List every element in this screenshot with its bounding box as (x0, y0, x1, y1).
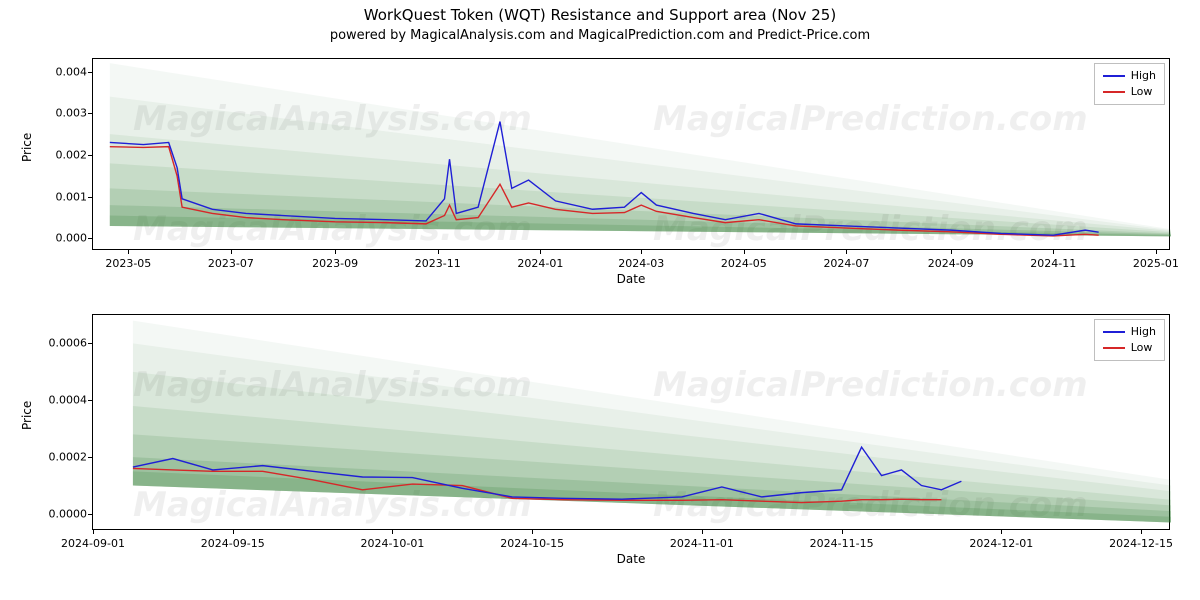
x-tick-label: 2024-11 (1030, 257, 1076, 270)
y-axis-label: Price (20, 416, 34, 430)
x-tick-label: 2024-11-15 (810, 537, 874, 550)
legend-swatch-high (1103, 331, 1125, 333)
y-tick-label: 0.0000 (49, 507, 88, 520)
x-tick-label: 2023-07 (208, 257, 254, 270)
x-tick-label: 2024-09-01 (61, 537, 125, 550)
x-tick-label: 2024-12-15 (1109, 537, 1173, 550)
x-tick-label: 2024-05 (721, 257, 767, 270)
x-axis-label: Date (92, 552, 1170, 566)
legend-label: Low (1131, 340, 1153, 356)
y-tick-label: 0.004 (56, 65, 88, 78)
y-tick-label: 0.0004 (49, 394, 88, 407)
legend-swatch-low (1103, 91, 1125, 93)
price-chart-zoom: MagicalAnalysis.com MagicalPrediction.co… (92, 314, 1170, 530)
y-tick-label: 0.0006 (49, 337, 88, 350)
price-chart-full: MagicalAnalysis.com MagicalPrediction.co… (92, 58, 1170, 250)
x-tick-label: 2023-09 (312, 257, 358, 270)
chart-title: WorkQuest Token (WQT) Resistance and Sup… (0, 0, 1200, 24)
chart-subtitle: powered by MagicalAnalysis.com and Magic… (0, 24, 1200, 45)
x-tick-label: 2025-01 (1133, 257, 1179, 270)
x-tick-label: 2024-11-01 (670, 537, 734, 550)
x-tick-label: 2023-11 (415, 257, 461, 270)
y-tick-label: 0.001 (56, 190, 88, 203)
chart-legend: High Low (1094, 63, 1165, 105)
legend-label: High (1131, 68, 1156, 84)
legend-swatch-low (1103, 347, 1125, 349)
y-tick-label: 0.003 (56, 107, 88, 120)
x-tick-label: 2023-05 (105, 257, 151, 270)
chart-legend: High Low (1094, 319, 1165, 361)
chart-svg (93, 315, 1169, 529)
y-tick-label: 0.002 (56, 149, 88, 162)
x-tick-label: 2024-09 (928, 257, 974, 270)
x-axis-label: Date (92, 272, 1170, 286)
legend-label: Low (1131, 84, 1153, 100)
x-tick-label: 2024-10-15 (500, 537, 564, 550)
legend-label: High (1131, 324, 1156, 340)
y-axis-label: Price (20, 148, 34, 162)
y-tick-label: 0.0002 (49, 451, 88, 464)
x-tick-label: 2024-10-01 (360, 537, 424, 550)
y-tick-label: 0.000 (56, 232, 88, 245)
legend-swatch-high (1103, 75, 1125, 77)
x-tick-label: 2024-12-01 (969, 537, 1033, 550)
x-tick-label: 2024-07 (823, 257, 869, 270)
chart-svg (93, 59, 1169, 249)
x-tick-label: 2024-03 (618, 257, 664, 270)
x-tick-label: 2024-01 (517, 257, 563, 270)
x-tick-label: 2024-09-15 (201, 537, 265, 550)
